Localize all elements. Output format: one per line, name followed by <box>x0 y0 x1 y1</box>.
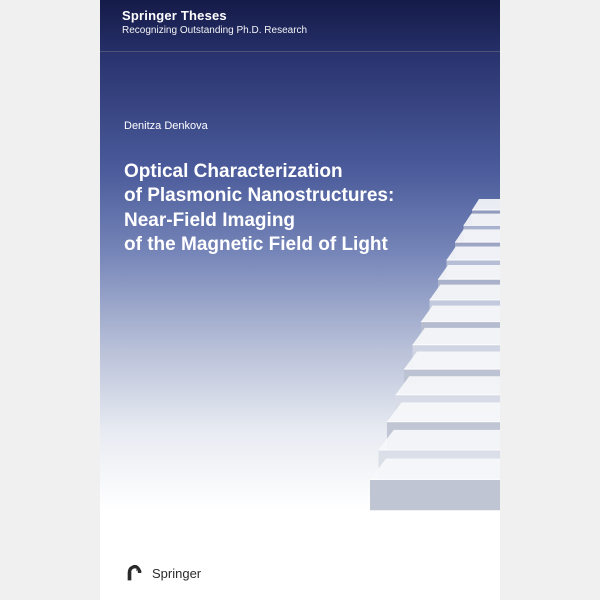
series-title: Springer Theses <box>122 8 478 23</box>
book-cover: Springer Theses Recognizing Outstanding … <box>100 0 500 600</box>
staircase-graphic <box>220 180 500 600</box>
author-name: Denitza Denkova <box>124 120 208 132</box>
publisher-name: Springer <box>152 566 201 581</box>
springer-horse-icon <box>124 562 146 584</box>
series-subtitle: Recognizing Outstanding Ph.D. Research <box>122 25 478 36</box>
publisher-block: Springer <box>124 562 201 584</box>
series-band: Springer Theses Recognizing Outstanding … <box>100 0 500 52</box>
